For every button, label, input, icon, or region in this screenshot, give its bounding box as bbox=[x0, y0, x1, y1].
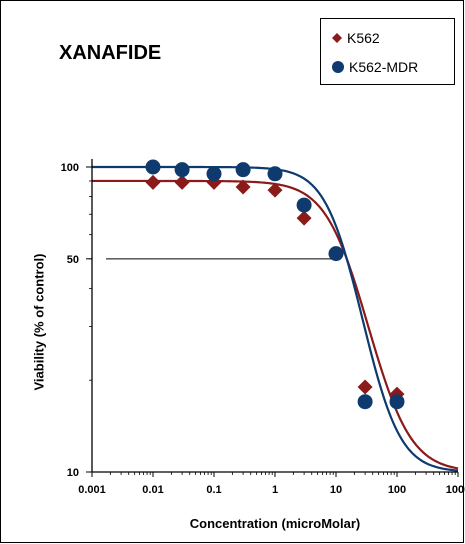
y-tick-label: 50 bbox=[67, 254, 79, 266]
data-point-diamond bbox=[296, 210, 312, 226]
data-point-diamond bbox=[267, 182, 283, 198]
x-tick-label: 0.1 bbox=[206, 484, 221, 496]
chart-legend: K562 K562-MDR bbox=[320, 18, 455, 85]
x-tick-label: 0.01 bbox=[142, 484, 163, 496]
legend-label-k562: K562 bbox=[347, 30, 380, 46]
fit-curve bbox=[92, 179, 459, 470]
data-point-circle bbox=[145, 159, 161, 175]
data-point-circle bbox=[328, 246, 344, 262]
y-tick-label: 10 bbox=[67, 467, 79, 479]
x-tick-label: 10 bbox=[330, 484, 342, 496]
data-point-diamond bbox=[174, 174, 190, 190]
data-point-diamond bbox=[235, 179, 251, 195]
data-point-circle bbox=[357, 394, 373, 410]
x-axis-label: Concentration (microMolar) bbox=[189, 516, 361, 531]
x-tick-label: 0.001 bbox=[78, 484, 106, 496]
x-tick-label: 1 bbox=[272, 484, 278, 496]
legend-item-k562: K562 bbox=[331, 28, 380, 48]
data-point-diamond bbox=[145, 174, 161, 190]
data-point-circle bbox=[267, 166, 283, 182]
chart-title: XANAFIDE bbox=[59, 42, 162, 64]
data-point-diamond bbox=[357, 379, 373, 395]
diamond-marker-icon bbox=[332, 33, 342, 43]
y-tick-label: 100 bbox=[61, 162, 79, 174]
data-point-circle bbox=[174, 162, 190, 178]
y-axis-label: Viability (% of control) bbox=[31, 253, 47, 391]
data-point-circle bbox=[296, 197, 312, 213]
legend-item-k562-mdr: K562-MDR bbox=[331, 57, 418, 77]
x-tick-label: 100 bbox=[388, 484, 406, 496]
data-point-circle bbox=[389, 394, 405, 410]
circle-marker-icon bbox=[332, 61, 344, 73]
data-point-circle bbox=[235, 162, 251, 178]
x-tick-label: 1000 bbox=[446, 484, 465, 496]
legend-label-k562-mdr: K562-MDR bbox=[349, 59, 419, 75]
data-point-circle bbox=[206, 166, 222, 182]
